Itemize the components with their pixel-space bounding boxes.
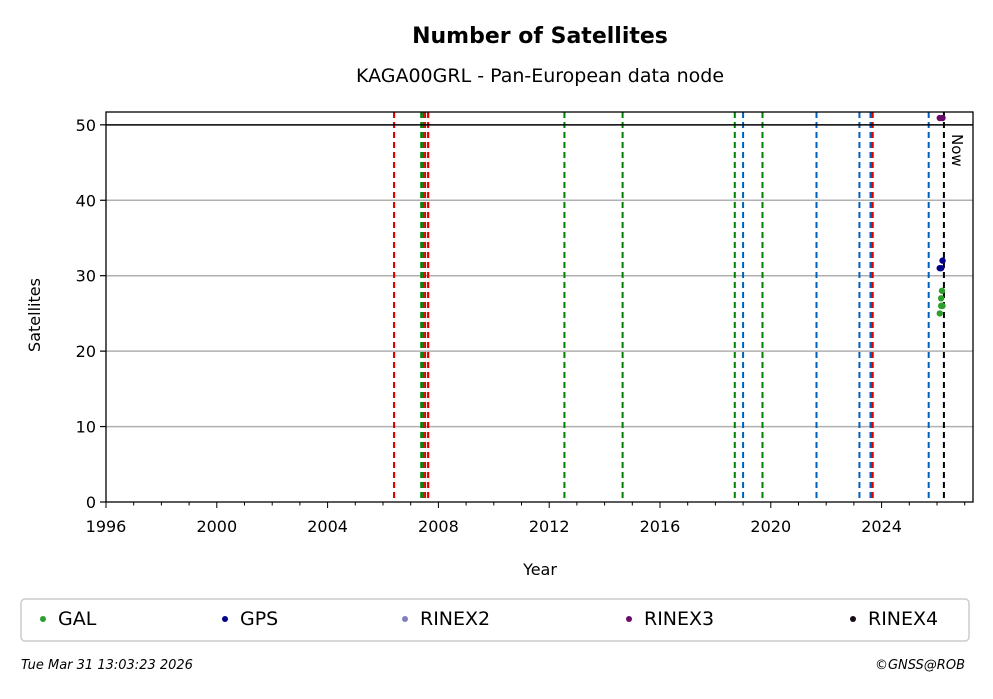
x-tick-label: 2024 (861, 517, 902, 536)
y-tick-label: 50 (76, 116, 96, 135)
x-tick-label: 1996 (86, 517, 127, 536)
data-point-gps (939, 257, 946, 264)
x-tick-label: 2004 (307, 517, 348, 536)
legend-marker (626, 616, 632, 622)
legend-label: GAL (58, 608, 97, 630)
data-point-gal (939, 302, 946, 310)
x-tick-label: 2020 (750, 517, 791, 536)
y-tick-label: 30 (76, 267, 96, 286)
y-tick-label: 40 (76, 191, 96, 210)
legend (20, 598, 970, 642)
x-tick-label: 2000 (196, 517, 237, 536)
chart-subtitle: KAGA00GRL - Pan-European data node (356, 65, 724, 87)
data-point-gal (937, 295, 945, 302)
chart-title: Number of Satellites (412, 24, 668, 49)
y-tick-label: 20 (76, 342, 96, 361)
data-point-gal (938, 287, 946, 294)
legend-label: RINEX2 (420, 608, 490, 630)
data-point-gal (936, 310, 943, 317)
legend-label: RINEX4 (868, 608, 938, 630)
data-point-rinex3 (939, 114, 946, 122)
x-axis-label: Year (522, 560, 557, 579)
x-tick-label: 2008 (418, 517, 459, 536)
x-tick-label: 2016 (640, 517, 681, 536)
x-tick-label: 2012 (529, 517, 570, 536)
plot-frame (105, 111, 974, 503)
footer-credit: ©GNSS@ROB (874, 658, 965, 673)
legend-label: RINEX3 (644, 608, 714, 630)
legend-marker (40, 616, 46, 622)
data-point-gps (937, 264, 945, 272)
legend-label: GPS (240, 608, 278, 630)
now-label: Now (948, 134, 966, 167)
y-axis-label: Satellites (25, 278, 44, 352)
y-tick-label: 10 (76, 418, 96, 437)
y-tick-label: 0 (86, 493, 96, 512)
legend-marker (850, 616, 856, 622)
footer-date: Tue Mar 31 13:03:23 2026 (21, 658, 193, 673)
legend-marker (402, 616, 408, 622)
legend-marker (222, 616, 228, 622)
